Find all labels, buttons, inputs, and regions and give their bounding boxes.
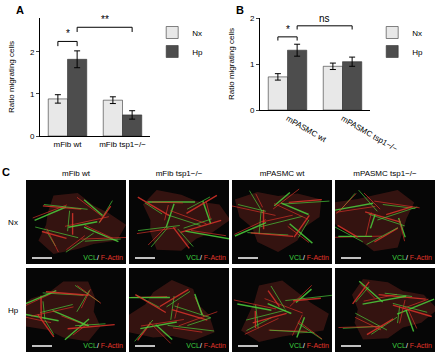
svg-text:mFib tsp1−/−: mFib tsp1−/−	[156, 169, 203, 178]
svg-text:Hp: Hp	[192, 48, 203, 57]
svg-text:*: *	[286, 24, 290, 35]
svg-text:Hp: Hp	[412, 48, 423, 57]
svg-text:Ratio migrating cells: Ratio migrating cells	[227, 28, 236, 100]
svg-text:Ratio migrating cells: Ratio migrating cells	[7, 41, 16, 113]
svg-text:VCL/ F-Actin: VCL/ F-Actin	[186, 342, 226, 349]
svg-text:**: **	[101, 14, 109, 25]
svg-text:VCL/ F-Actin: VCL/ F-Actin	[289, 342, 329, 349]
svg-text:mPASMC tsp1−/−: mPASMC tsp1−/−	[353, 169, 417, 178]
svg-text:mFib tsp1−/−: mFib tsp1−/−	[99, 140, 146, 149]
svg-text:VCL/ F-Actin: VCL/ F-Actin	[186, 254, 226, 261]
svg-text:mFib wt: mFib wt	[54, 140, 83, 149]
svg-text:mPASMC wt: mPASMC wt	[260, 169, 306, 178]
svg-text:Hp: Hp	[8, 306, 19, 315]
svg-text:2: 2	[30, 48, 35, 57]
svg-text:mFib wt: mFib wt	[62, 169, 91, 178]
svg-text:Nx: Nx	[412, 29, 422, 38]
svg-text:1: 1	[250, 60, 255, 69]
svg-text:A: A	[16, 4, 24, 16]
svg-text:1: 1	[30, 90, 35, 99]
svg-text:VCL/ F-Actin: VCL/ F-Actin	[392, 342, 432, 349]
svg-text:VCL/ F-Actin: VCL/ F-Actin	[83, 342, 123, 349]
svg-text:VCL/ F-Actin: VCL/ F-Actin	[289, 254, 329, 261]
svg-text:B: B	[236, 4, 244, 16]
svg-text:2: 2	[250, 14, 255, 23]
svg-text:0: 0	[250, 106, 255, 115]
svg-text:ns: ns	[319, 13, 330, 24]
svg-text:VCL/ F-Actin: VCL/ F-Actin	[83, 254, 123, 261]
svg-text:Nx: Nx	[8, 218, 18, 227]
svg-text:mPASMC wt: mPASMC wt	[285, 114, 329, 145]
svg-text:mPASMC tsp1−/−: mPASMC tsp1−/−	[340, 114, 400, 154]
svg-text:*: *	[66, 28, 70, 39]
svg-text:C: C	[2, 166, 10, 178]
svg-text:Nx: Nx	[192, 29, 202, 38]
svg-text:VCL/ F-Actin: VCL/ F-Actin	[392, 254, 432, 261]
svg-text:0: 0	[30, 132, 35, 141]
